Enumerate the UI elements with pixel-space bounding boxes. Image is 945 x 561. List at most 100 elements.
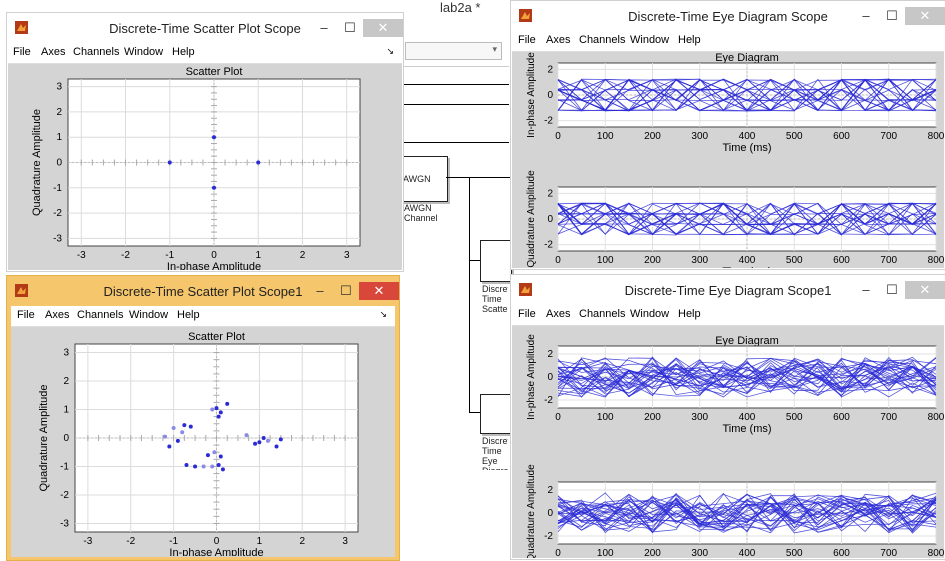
maximize-button[interactable]: ☐ (886, 8, 898, 23)
x-tick-label: 700 (880, 255, 897, 266)
menu-axes[interactable]: Axes (41, 46, 66, 58)
window-titlebar[interactable]: Discrete-Time Scatter Plot Scope – ☐ ✕ (7, 13, 403, 43)
model-zoom-combo[interactable]: ▾ (405, 42, 502, 60)
eye-trace (557, 361, 937, 397)
x-tick-label: 0 (555, 255, 561, 266)
menu-window[interactable]: Window (129, 309, 169, 321)
y-tick-label: 3 (63, 348, 69, 359)
window-titlebar[interactable]: Discrete-Time Scatter Plot Scope1 – ☐ ✕ (7, 276, 399, 306)
maximize-button[interactable]: ☐ (340, 283, 352, 298)
y-tick-label: 0 (63, 433, 69, 444)
x-tick-label: 200 (644, 255, 661, 266)
dock-arrow-icon[interactable]: ↘ (379, 309, 387, 319)
eye-scope-block-label: Discrete-Time Eye Diagram Scope (482, 436, 508, 470)
scatter-point (210, 464, 215, 469)
eye-trace (557, 362, 937, 398)
x-tick-label: 0 (214, 536, 220, 547)
scatter-scope-window[interactable]: Discrete-Time Scatter Plot Scope – ☐ ✕ F… (6, 12, 404, 273)
x-tick-label: -3 (83, 536, 92, 547)
matlab-logo-icon (15, 21, 28, 34)
scatter-point (180, 430, 185, 435)
menu-file[interactable]: File (518, 34, 536, 46)
scatter-plot-chart[interactable]: Scatter Plot -3 -2 -1 0 1 2 3 -3 -2 -1 0 1 2 3 In-phase… (8, 64, 402, 273)
y-tick-label: -1 (60, 461, 69, 472)
scatter-plot-chart[interactable]: Scatter Plot -3 -2 -1 0 1 2 3 -3 -2 -1 0 1 2 3 In-phase… (11, 327, 393, 559)
matlab-logo-icon (15, 284, 28, 297)
y-tick-label: 0 (547, 508, 553, 519)
eye-scope-window[interactable]: Discrete-Time Eye Diagram Scope – ☐ ✕ Fi… (510, 0, 945, 278)
menu-help[interactable]: Help (177, 309, 200, 321)
y-tick-label: -3 (53, 233, 62, 244)
scatter-point (212, 185, 216, 190)
eye-trace (557, 78, 937, 112)
close-button[interactable]: ✕ (905, 281, 945, 299)
minimize-button[interactable]: – (320, 20, 328, 35)
scatter-point (274, 444, 279, 449)
matlab-logo-icon (519, 283, 532, 296)
y-axis-label: Quadrature Amplitude (526, 170, 537, 268)
scatter-scope1-window[interactable]: Discrete-Time Scatter Plot Scope1 – ☐ ✕ … (6, 275, 400, 561)
menu-file[interactable]: File (13, 46, 31, 58)
close-button[interactable]: ✕ (905, 7, 945, 25)
eye-trace (557, 498, 937, 527)
maximize-button[interactable]: ☐ (344, 20, 356, 35)
maximize-button[interactable]: ☐ (886, 282, 898, 297)
menu-help[interactable]: Help (172, 46, 195, 58)
eye-trace (557, 500, 937, 532)
menu-axes[interactable]: Axes (45, 309, 70, 321)
chart-title: Scatter Plot (188, 331, 245, 343)
x-tick-label: 0 (211, 250, 217, 261)
scatter-point (265, 438, 270, 443)
window-titlebar[interactable]: Discrete-Time Eye Diagram Scope1 – ☐ ✕ (511, 275, 945, 305)
scatter-point (210, 407, 215, 412)
y-tick-label: 2 (63, 376, 69, 387)
dock-arrow-icon[interactable]: ↘ (386, 46, 394, 56)
x-tick-label: 600 (833, 255, 850, 266)
x-tick-label: 700 (880, 412, 897, 423)
menu-window[interactable]: Window (630, 34, 670, 46)
menu-window[interactable]: Window (630, 308, 670, 320)
x-tick-label: 500 (786, 255, 803, 266)
figure-area: Eye Diagram 0 100 200 300 400 500 600 700 800 -2 0 2… (512, 326, 945, 561)
menu-window[interactable]: Window (124, 46, 164, 58)
window-title: Discrete-Time Scatter Plot Scope1 (103, 284, 303, 299)
scatter-point (193, 464, 198, 469)
minimize-button[interactable]: – (862, 8, 870, 23)
menu-help[interactable]: Help (678, 308, 701, 320)
window-titlebar[interactable]: Discrete-Time Eye Diagram Scope – ☐ ✕ (511, 1, 945, 31)
eye-scope-block[interactable] (480, 394, 512, 434)
menu-axes[interactable]: Axes (546, 34, 571, 46)
scatter-point (244, 433, 249, 438)
menu-help[interactable]: Help (678, 34, 701, 46)
figure-area: Scatter Plot -3 -2 -1 0 1 2 3 -3 -2 -1 0 1 2 3 In-phase… (11, 327, 395, 559)
x-axis-label: Time (ms) (722, 266, 771, 268)
menu-file[interactable]: File (17, 309, 35, 321)
y-axis-label: Quadrature Amplitude (526, 464, 537, 558)
scatter-point (188, 424, 193, 429)
x-tick-label: 0 (555, 131, 561, 142)
menu-channels[interactable]: Channels (77, 309, 124, 321)
x-tick-label: 600 (833, 131, 850, 142)
minimize-button[interactable]: – (316, 283, 324, 298)
menu-axes[interactable]: Axes (546, 308, 571, 320)
menu-channels[interactable]: Channels (579, 34, 626, 46)
menu-channels[interactable]: Channels (579, 308, 626, 320)
y-tick-label: 2 (547, 349, 553, 360)
window-title: Discrete-Time Eye Diagram Scope (628, 9, 828, 24)
x-tick-label: 3 (344, 250, 350, 261)
minimize-button[interactable]: – (862, 282, 870, 297)
menu-channels[interactable]: Channels (73, 46, 120, 58)
y-tick-label: -2 (53, 208, 62, 219)
scatter-scope-block[interactable] (480, 240, 512, 282)
menu-file[interactable]: File (518, 308, 536, 320)
close-button[interactable]: ✕ (363, 19, 403, 37)
eye-trace (557, 493, 937, 533)
eye-trace (557, 494, 937, 522)
x-tick-label: 100 (597, 412, 614, 423)
eye-scope1-window[interactable]: Discrete-Time Eye Diagram Scope1 – ☐ ✕ F… (510, 274, 945, 561)
menu-bar: File Axes Channels Window Help ↘ (8, 43, 402, 64)
x-tick-label: 3 (342, 536, 348, 547)
close-button[interactable]: ✕ (359, 282, 399, 300)
